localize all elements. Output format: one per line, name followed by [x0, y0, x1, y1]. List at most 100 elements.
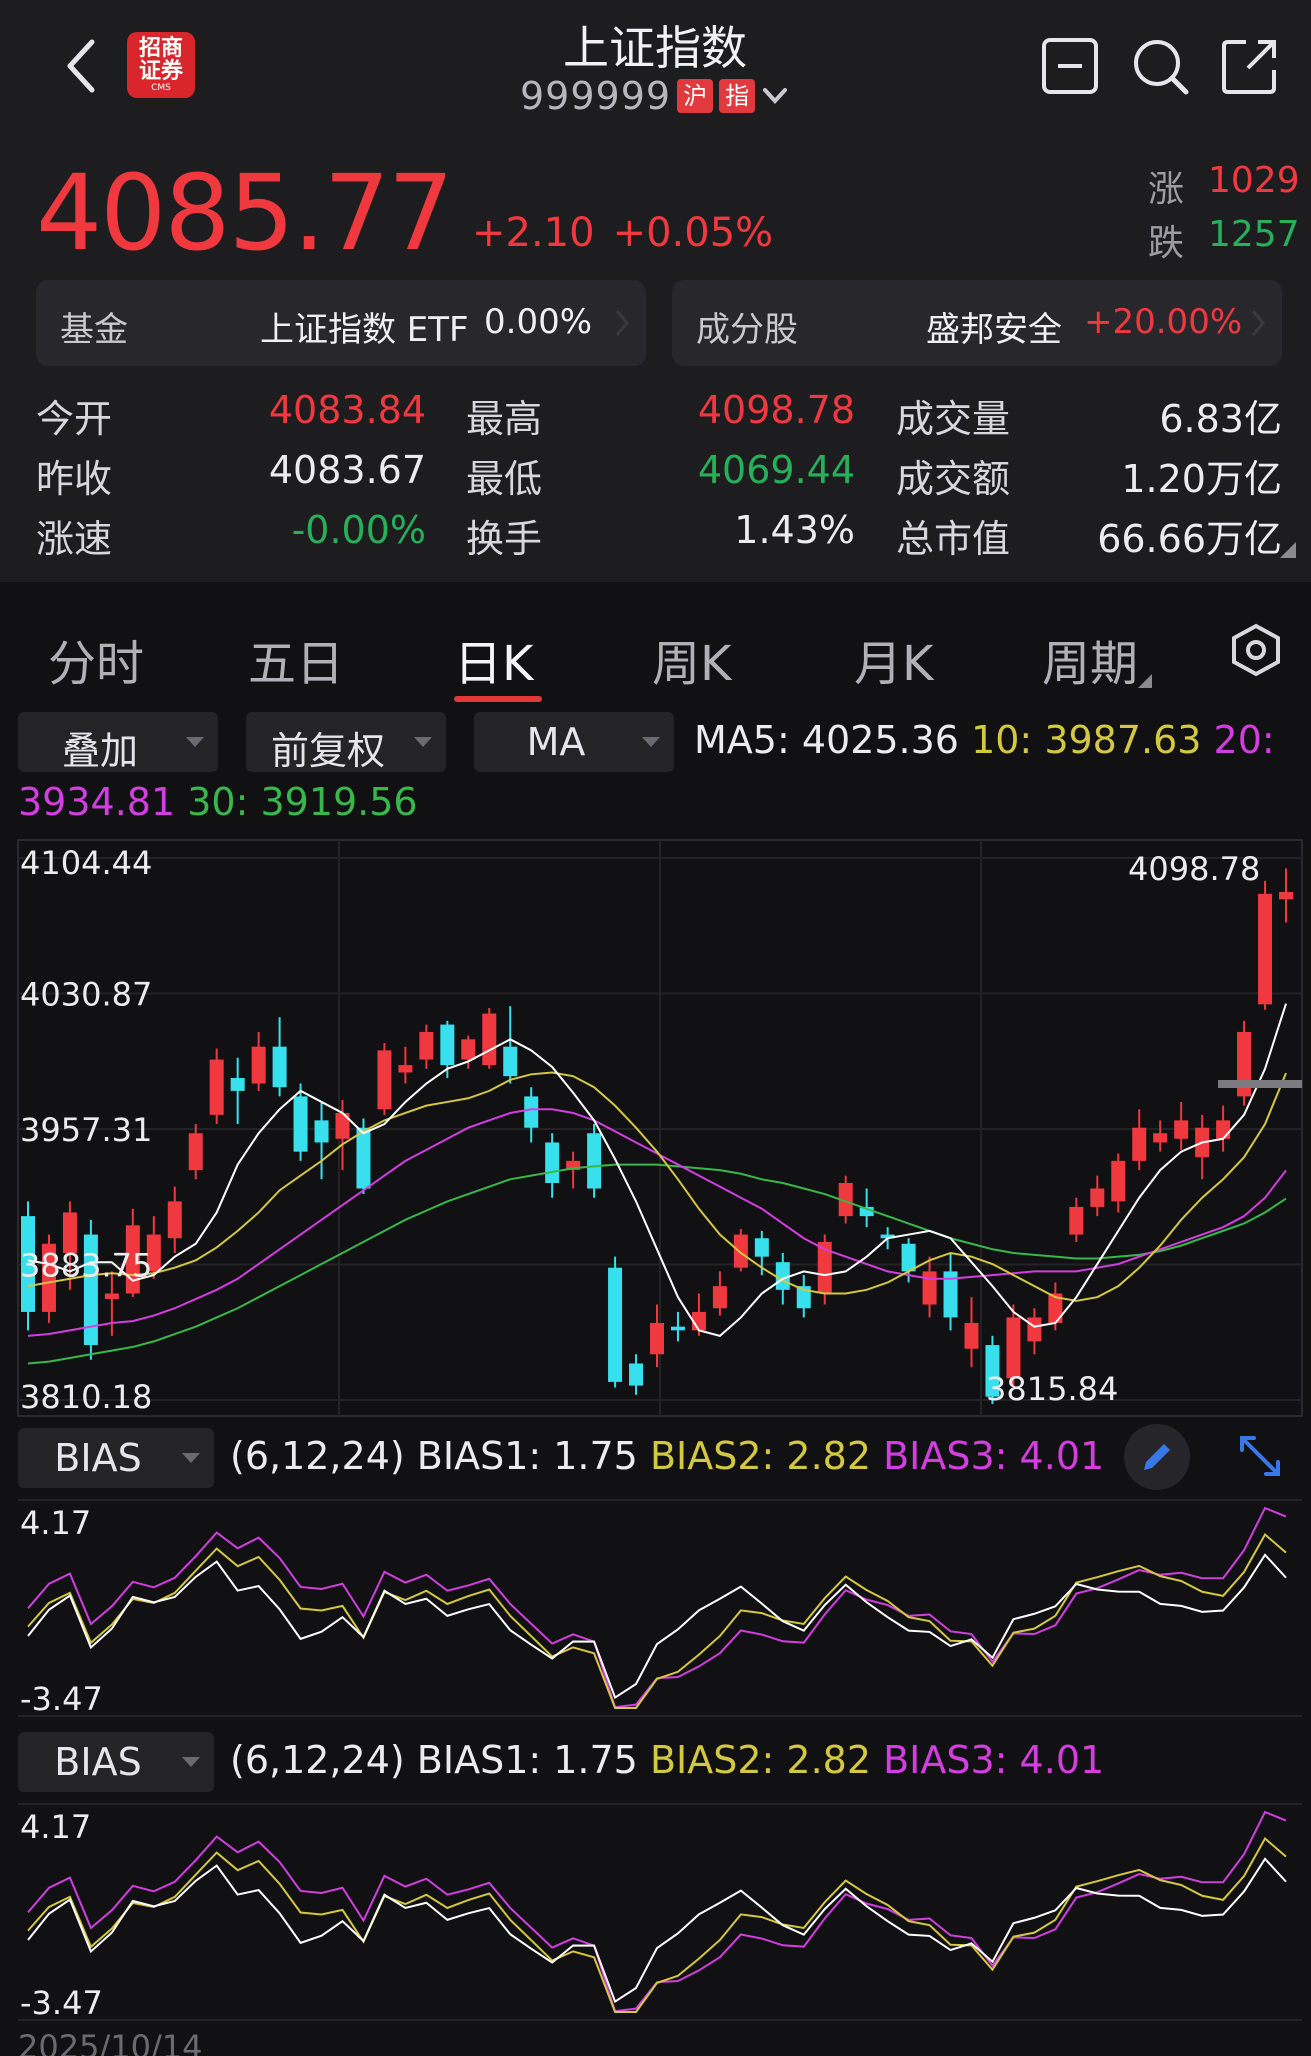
candle-body	[670, 1326, 685, 1331]
ma20-line	[27, 1108, 1287, 1337]
candle-body	[859, 1206, 874, 1217]
chevron-right-icon	[1251, 310, 1265, 336]
y-tick-label: 3957.31	[20, 1111, 152, 1149]
fullscreen-icon[interactable]	[1236, 1432, 1284, 1480]
advancers-count: 1029	[1208, 160, 1300, 201]
stat-value: 1.20万亿	[1121, 457, 1282, 501]
security-code-selector[interactable]: 999999 沪 指	[520, 74, 789, 118]
bias2-line	[27, 1532, 1287, 1709]
price-change: +2.10 +0.05%	[472, 210, 791, 256]
chart-date: 2025/10/14	[18, 2028, 203, 2056]
indicator-label: MA	[526, 720, 586, 764]
adjustment-label: 前复权	[270, 729, 385, 773]
ma10-value: 10: 3987.63	[971, 718, 1202, 762]
broker-logo: 招商 证券 CMS	[127, 32, 195, 98]
stat-value: 1.43%	[734, 508, 855, 552]
price-marker	[1218, 1080, 1302, 1088]
adjustment-dropdown[interactable]: 前复权	[246, 712, 446, 773]
candle-body	[440, 1024, 455, 1066]
ma-legend-line2: 3934.81 30: 3919.56	[18, 780, 418, 824]
stat-label: 总市值	[896, 517, 1011, 561]
high-price-label: 4098.78	[1128, 850, 1260, 888]
bias-max-label: 4.17	[20, 1504, 91, 1542]
candle-body	[650, 1322, 664, 1355]
candle-body	[1048, 1293, 1063, 1323]
decliners-count: 1257	[1208, 214, 1300, 255]
bias-params: (6,12,24)	[230, 1738, 405, 1782]
tab-period[interactable]: 日K	[454, 636, 534, 692]
candle-body	[1027, 1317, 1042, 1342]
pencil-icon	[1144, 1444, 1170, 1470]
stat-value: 66.66万亿	[1097, 517, 1282, 561]
stat-value: 6.83亿	[1159, 397, 1282, 441]
caret-down-icon	[186, 737, 204, 747]
candle-body	[188, 1133, 203, 1171]
bias-max-label: 4.17	[20, 1808, 91, 1846]
bias2-line	[27, 1836, 1287, 2013]
search-icon[interactable]	[1130, 36, 1190, 96]
candle-body	[1111, 1160, 1126, 1202]
bias-min-label: -3.47	[20, 1680, 103, 1718]
ma20-value: 3934.81	[18, 780, 176, 824]
candle-body	[985, 1345, 1000, 1397]
chart-panel	[0, 582, 1311, 2056]
tab-period[interactable]: 周期	[1042, 636, 1139, 692]
candle-body	[712, 1286, 727, 1309]
share-icon[interactable]	[1220, 36, 1280, 96]
overlay-dropdown[interactable]: 叠加	[18, 712, 218, 773]
y-tick-label: 3810.18	[20, 1378, 152, 1416]
fund-card[interactable]: 基金 上证指数 ETF 0.00%	[36, 280, 646, 366]
bias-label: BIAS	[54, 1740, 142, 1784]
candle-body	[314, 1120, 329, 1143]
candle-body	[587, 1133, 602, 1189]
tab-period[interactable]: 分时	[48, 636, 145, 692]
fund-name: 上证指数 ETF	[260, 310, 469, 350]
low-price-label: 3815.84	[986, 1370, 1118, 1408]
bias-dropdown-1[interactable]: BIAS	[18, 1428, 214, 1488]
edit-button[interactable]	[1124, 1424, 1190, 1490]
bias-min-label: -3.47	[20, 1984, 103, 2022]
overlay-label: 叠加	[61, 729, 138, 773]
settings-hexagon-icon[interactable]	[1230, 622, 1282, 678]
candle-body	[880, 1234, 895, 1239]
decliners-label: 跌	[1148, 223, 1185, 264]
back-arrow-icon[interactable]	[60, 36, 104, 96]
tab-period[interactable]: 周K	[652, 636, 732, 692]
stat-label: 成交量	[896, 397, 1011, 441]
candle-body	[104, 1293, 119, 1300]
stat-value: 4083.67	[268, 448, 426, 492]
indicator-dropdown[interactable]: MA	[474, 712, 674, 772]
candle-body	[524, 1096, 539, 1128]
bias1-value: BIAS1: 1.75	[416, 1434, 638, 1478]
candle-body	[251, 1046, 266, 1084]
candle-body	[545, 1142, 560, 1183]
expand-corner-icon[interactable]	[1280, 542, 1296, 558]
component-stock-card[interactable]: 成分股 盛邦安全 +20.00%	[672, 280, 1282, 366]
candle-body	[377, 1050, 392, 1110]
caret-down-icon	[182, 1453, 200, 1463]
stat-label: 今开	[36, 397, 113, 441]
y-tick-label: 3883.75	[20, 1246, 152, 1284]
tab-period[interactable]: 月K	[854, 636, 934, 692]
y-tick-label: 4030.87	[20, 976, 152, 1014]
ma5-value: MA5: 4025.36	[694, 718, 959, 762]
candle-body	[1258, 893, 1273, 1005]
ma30-line	[27, 1163, 1287, 1365]
bias-legend-2: (6,12,24) BIAS1: 1.75 BIAS2: 2.82 BIAS3:…	[230, 1738, 1104, 1782]
tab-period[interactable]: 五日	[248, 636, 345, 692]
candle-body	[482, 1013, 497, 1066]
minus-watchlist-icon[interactable]	[1040, 36, 1100, 96]
stat-label: 换手	[466, 517, 543, 561]
ma10-line	[27, 1071, 1287, 1302]
candle-body	[62, 1212, 77, 1253]
chevron-down-icon	[763, 88, 788, 104]
stat-label: 最高	[466, 397, 543, 441]
candle-body	[272, 1046, 287, 1088]
candle-body	[1174, 1120, 1189, 1139]
bias-dropdown-2[interactable]: BIAS	[18, 1732, 214, 1792]
advancers-label: 涨	[1148, 169, 1185, 210]
stat-value: -0.00%	[291, 508, 426, 552]
stat-value: 4083.84	[268, 388, 426, 432]
candle-body	[419, 1031, 434, 1060]
